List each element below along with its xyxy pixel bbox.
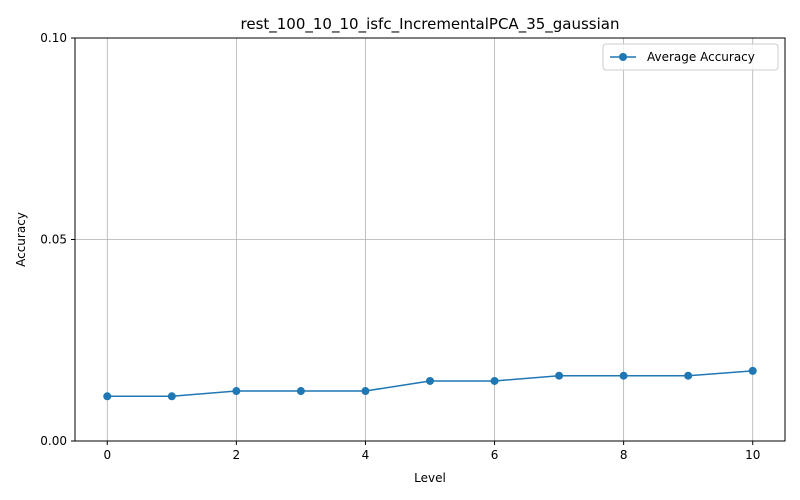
y-tick-label: 0.10 (40, 31, 67, 45)
data-point (296, 387, 305, 396)
data-point (167, 392, 176, 401)
data-point (490, 376, 499, 385)
axis-ticks: 0 2 4 6 8 10 0.00 0.05 0.10 (40, 31, 760, 462)
y-axis-label: Accuracy (14, 212, 28, 267)
x-tick-label: 6 (491, 448, 499, 462)
data-point (619, 371, 628, 380)
data-point (555, 371, 564, 380)
chart-title: rest_100_10_10_isfc_IncrementalPCA_35_ga… (241, 15, 620, 34)
series-layer (103, 366, 757, 401)
y-tick-label: 0.05 (40, 233, 67, 247)
x-tick-label: 4 (362, 448, 370, 462)
x-axis-label: Level (414, 471, 446, 485)
legend: Average Accuracy (602, 43, 779, 71)
data-point (426, 376, 434, 385)
data-point (684, 371, 693, 380)
data-point (232, 387, 241, 396)
x-tick-label: 8 (620, 448, 628, 462)
legend-label: Average Accuracy (647, 50, 755, 64)
data-point (361, 387, 370, 396)
data-point (103, 392, 112, 401)
legend-marker-swatch (619, 53, 627, 61)
y-tick-label: 0.00 (40, 434, 67, 448)
data-point (748, 366, 757, 375)
x-tick-label: 10 (745, 448, 760, 462)
legend-box (602, 43, 779, 71)
x-tick-label: 0 (103, 448, 111, 462)
x-tick-label: 2 (233, 448, 241, 462)
